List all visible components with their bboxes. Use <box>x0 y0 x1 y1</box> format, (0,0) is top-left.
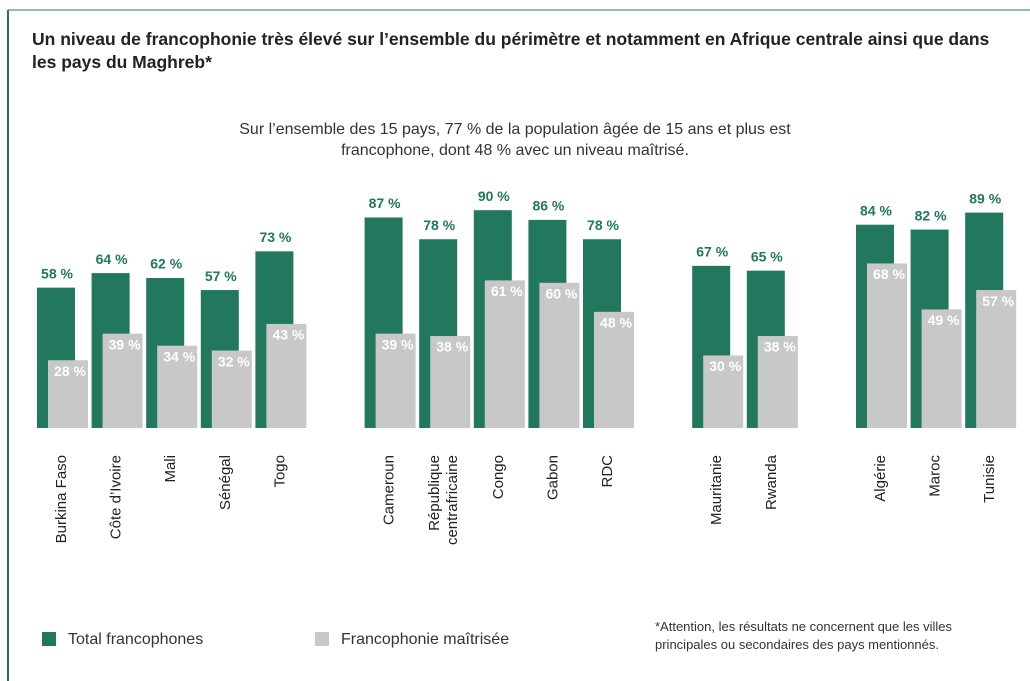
bar-mastered <box>867 263 907 428</box>
x-tick-label: Mali <box>162 455 179 483</box>
bar-mastered <box>757 336 798 428</box>
value-label-total: 89 % <box>969 190 1001 206</box>
value-label-mastered: 38 % <box>436 339 468 355</box>
value-label-total: 78 % <box>423 217 455 233</box>
value-label-total: 67 % <box>696 244 728 260</box>
legend-label: Francophonie maîtrisée <box>341 631 509 648</box>
value-label-total: 64 % <box>96 251 128 267</box>
value-label-total: 73 % <box>259 229 291 245</box>
bar-mastered <box>211 350 252 428</box>
value-label-total: 62 % <box>150 256 182 272</box>
value-label-mastered: 61 % <box>491 283 523 299</box>
x-tick-label: Sénégal <box>217 455 234 510</box>
value-label-total: 87 % <box>369 195 401 211</box>
value-label-total: 58 % <box>41 265 73 281</box>
x-tick-label: Mauritanie <box>708 455 725 525</box>
x-tick-label: Cameroun <box>381 455 398 525</box>
value-label-mastered: 39 % <box>382 336 414 352</box>
x-tick-label: Burkina Faso <box>53 455 70 543</box>
x-tick-label: Gabon <box>544 455 561 500</box>
value-label-mastered: 30 % <box>709 358 741 374</box>
bar-mastered <box>539 282 580 428</box>
value-label-total: 90 % <box>478 188 510 204</box>
footnote: *Attention, les résultats ne concernent … <box>655 619 953 652</box>
bar-mastered <box>157 345 198 428</box>
value-label-mastered: 60 % <box>545 286 577 302</box>
legend-label: Total francophones <box>68 631 203 648</box>
bar-mastered <box>976 290 1017 428</box>
value-label-mastered: 68 % <box>873 266 905 282</box>
value-label-total: 84 % <box>860 202 892 218</box>
value-label-total: 78 % <box>587 217 619 233</box>
legend-swatch <box>315 632 329 646</box>
bar-mastered <box>703 355 744 428</box>
value-label-total: 86 % <box>532 198 564 214</box>
x-tick-label: Togo <box>271 455 288 488</box>
bar-mastered <box>921 309 962 428</box>
x-tick-label: Rwanda <box>763 454 780 510</box>
value-label-mastered: 57 % <box>982 293 1014 309</box>
value-label-total: 65 % <box>751 248 783 264</box>
value-label-total: 57 % <box>205 268 237 284</box>
x-tick-label: Congo <box>490 455 507 499</box>
x-tick-label: Côte d’Ivoire <box>108 455 125 539</box>
bar-mastered <box>430 336 471 428</box>
chart-subtitle: Sur l’ensemble des 15 pays, 77 % de la p… <box>239 121 791 159</box>
x-tick-label: Maroc <box>927 455 944 497</box>
value-label-mastered: 48 % <box>600 315 632 331</box>
bar-mastered <box>594 311 634 428</box>
bar-mastered <box>102 333 143 428</box>
legend-swatch <box>42 632 56 646</box>
bar-mastered <box>266 323 307 428</box>
x-tick-label: Républiquecentrafricaine <box>426 455 461 545</box>
value-label-mastered: 28 % <box>54 363 86 379</box>
bar-mastered <box>375 333 416 428</box>
value-label-total: 82 % <box>915 207 947 223</box>
value-label-mastered: 38 % <box>764 339 796 355</box>
value-label-mastered: 32 % <box>218 353 250 369</box>
bar-mastered <box>48 360 88 428</box>
value-label-mastered: 34 % <box>163 348 195 364</box>
value-label-mastered: 39 % <box>109 336 141 352</box>
value-label-mastered: 49 % <box>928 312 960 328</box>
x-tick-label: Tunisie <box>981 455 998 503</box>
x-tick-label: Algérie <box>872 455 889 502</box>
bar-mastered <box>484 280 525 428</box>
value-label-mastered: 43 % <box>272 327 304 343</box>
chart-title: Un niveau de francophonie très élevé sur… <box>32 29 990 72</box>
x-tick-label: RDC <box>599 455 616 488</box>
